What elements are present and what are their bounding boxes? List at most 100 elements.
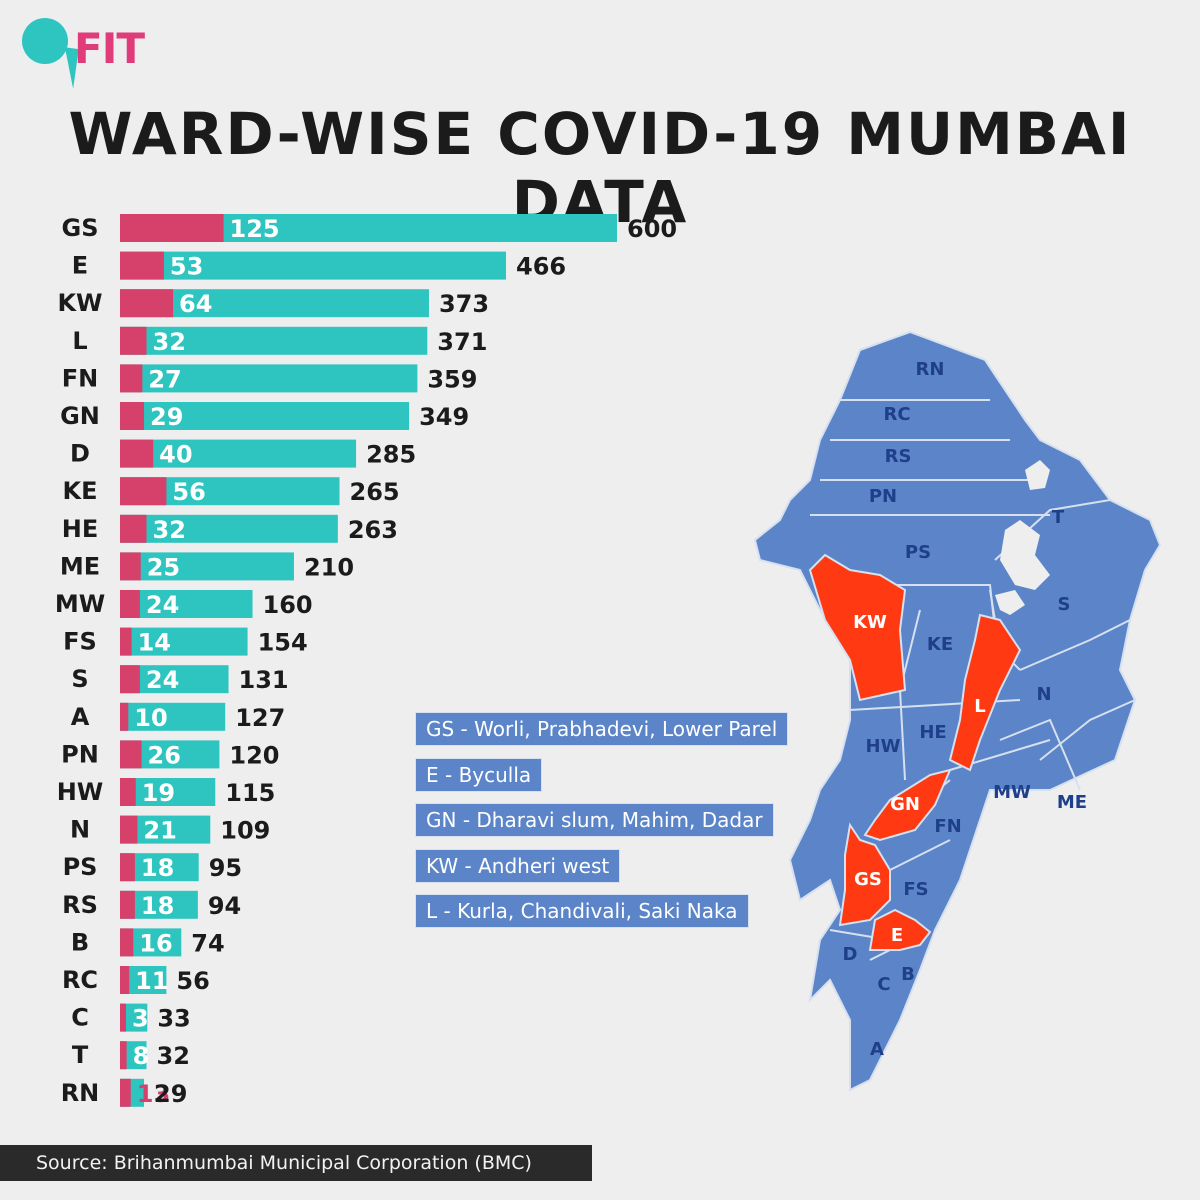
bar-total-a (120, 702, 226, 731)
category-label-s: S (71, 665, 88, 693)
category-label-t: T (72, 1041, 89, 1069)
bar-total-me (120, 552, 294, 581)
bar-total-fs (120, 627, 248, 656)
bar-sub-me (120, 552, 141, 581)
bar-sub-d (120, 439, 154, 468)
value-label-total-gn: 349 (419, 403, 469, 431)
ward-label-gn: GN (890, 794, 920, 815)
map-landmass (753, 330, 1162, 1092)
bar-total-l (120, 326, 428, 355)
value-label-sub-gn: 29 (150, 403, 183, 431)
legend-item: E - Byculla (415, 757, 543, 792)
brand-name: FIT (74, 24, 145, 73)
value-label-total-pn: 120 (229, 741, 279, 769)
ward-label-d: D (843, 944, 858, 965)
bar-total-he (120, 514, 338, 543)
value-label-sub-ps: 18 (141, 854, 174, 882)
category-label-ke: KE (63, 477, 98, 505)
value-label-total-l: 371 (437, 328, 487, 356)
category-label-rs: RS (62, 891, 98, 919)
ward-label-ps: PS (905, 542, 931, 563)
ward-label-a: A (870, 1039, 884, 1060)
value-label-total-b: 74 (191, 929, 224, 957)
bar-sub-e (120, 251, 164, 280)
bar-total-d (120, 439, 357, 468)
legend-item: KW - Andheri west (415, 848, 621, 883)
value-label-sub-mw: 24 (146, 591, 179, 619)
value-label-total-me: 210 (304, 553, 354, 581)
category-label-e: E (72, 252, 88, 280)
bar-sub-fn (120, 364, 143, 393)
bar-sub-t (120, 1041, 127, 1070)
category-label-fn: FN (62, 364, 98, 392)
bar-sub-pn (120, 740, 142, 769)
bar-sub-b (120, 928, 134, 957)
bar-sub-rc (120, 966, 130, 994)
ward-label-me: ME (1057, 792, 1087, 813)
bar-total-mw (120, 590, 253, 618)
bar-sub-rs (120, 890, 135, 919)
fit-logo: FIT (22, 18, 145, 98)
value-label-total-ps: 95 (209, 854, 242, 882)
ward-gn-region (863, 768, 952, 842)
value-label-total-ke: 265 (350, 478, 400, 506)
bar-total-hw (120, 778, 216, 806)
value-label-total-e: 466 (516, 253, 566, 281)
value-label-sub-d: 40 (159, 441, 192, 469)
bar-sub-kw (120, 289, 174, 318)
ward-e-region (868, 908, 932, 951)
ward-label-c: C (877, 974, 890, 995)
mumbai-ward-map: RN RC RS PN T PS S KW KE L N HW HE GN MW ME FN GS FS E D BC A (753, 330, 1162, 1092)
value-label-sub-rc: 11 (135, 967, 168, 995)
value-label-sub-he: 32 (153, 516, 186, 544)
value-label-total-fn: 359 (427, 365, 477, 393)
ward-label-rc: RC (883, 404, 910, 425)
legend-item: GS - Worli, Prabhadevi, Lower Parel (415, 712, 789, 746)
ward-label-s: S (1058, 594, 1071, 615)
value-label-total-mw: 160 (263, 591, 313, 619)
category-label-a: A (71, 703, 90, 731)
source-note: Source: Brihanmumbai Municipal Corporati… (0, 1145, 592, 1181)
category-label-kw: KW (57, 289, 102, 317)
ward-label-hw: HW (866, 736, 901, 757)
highlighted-wards (808, 553, 1022, 951)
value-label-sub-kw: 64 (179, 290, 212, 318)
value-label-total-a: 127 (235, 704, 285, 732)
ward-label-e: E (891, 925, 903, 946)
ward-label-t: T (1052, 507, 1065, 528)
category-label-rc: RC (62, 966, 98, 994)
value-label-total-n: 109 (220, 817, 270, 845)
ward-gs-region (838, 822, 891, 927)
value-label-sub-c: 3 (132, 1005, 149, 1033)
ward-label-fn: FN (934, 816, 961, 837)
category-label-mw: MW (55, 590, 105, 618)
ward-label-l: L (974, 696, 985, 717)
ward-label-ke: KE (927, 634, 953, 655)
bar-sub-ke (120, 477, 167, 506)
value-label-sub-s: 24 (146, 666, 179, 694)
legend-item: GN - Dharavi slum, Mahim, Dadar (415, 803, 774, 837)
ward-label-rn: RN (916, 359, 945, 380)
ward-label-n: N (1036, 684, 1051, 705)
value-label-sub-ke: 56 (172, 478, 205, 506)
value-label-total-c: 33 (157, 1005, 190, 1033)
bar-sub-gn (120, 402, 145, 430)
value-label-sub-gs: 125 (230, 215, 280, 243)
bar-sub-mw (120, 590, 140, 618)
bar-sub-rn (120, 1078, 131, 1107)
value-label-total-gs: 600 (627, 215, 677, 243)
category-label-he: HE (62, 515, 98, 543)
category-label-gn: GN (60, 402, 100, 430)
category-label-d: D (70, 440, 90, 468)
bar-total-gn (120, 402, 410, 430)
bar-sub-n (120, 815, 138, 844)
value-label-sub-fs: 14 (138, 629, 171, 657)
lakes (995, 460, 1050, 615)
category-label-ps: PS (63, 853, 98, 881)
ward-label-he: HE (919, 722, 946, 743)
ward-label-fs: FS (903, 879, 928, 900)
category-label-gs: GS (62, 214, 99, 242)
value-label-sub-l: 32 (153, 328, 186, 356)
value-label-total-d: 285 (366, 441, 416, 469)
value-label-sub-rn: 13 (137, 1080, 170, 1108)
